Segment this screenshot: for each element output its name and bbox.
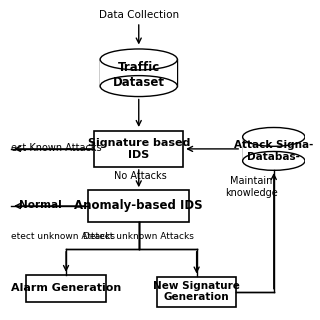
Text: ect Known Attacks: ect Known Attacks <box>11 143 102 153</box>
Polygon shape <box>100 60 177 86</box>
Polygon shape <box>243 137 305 161</box>
FancyBboxPatch shape <box>157 276 236 307</box>
Text: New Signature
Generation: New Signature Generation <box>153 281 240 302</box>
Ellipse shape <box>243 127 305 146</box>
Text: Data Collection: Data Collection <box>99 10 179 20</box>
Text: No Attacks: No Attacks <box>114 172 166 181</box>
Text: Normal: Normal <box>20 200 62 210</box>
Text: etect unknown Attacks: etect unknown Attacks <box>11 232 115 241</box>
Text: Attack Signa-
Databas-: Attack Signa- Databas- <box>234 140 314 162</box>
Ellipse shape <box>100 76 177 97</box>
Text: Alarm Generation: Alarm Generation <box>11 284 121 293</box>
FancyBboxPatch shape <box>88 190 189 222</box>
Text: Traffic
Dataset: Traffic Dataset <box>113 61 165 89</box>
Text: Maintain
knowledge: Maintain knowledge <box>225 176 278 198</box>
Ellipse shape <box>100 49 177 70</box>
FancyBboxPatch shape <box>94 131 183 167</box>
Text: Detect unknown Attacks: Detect unknown Attacks <box>83 232 194 241</box>
Text: Anomaly-based IDS: Anomaly-based IDS <box>75 199 203 212</box>
FancyBboxPatch shape <box>26 275 106 302</box>
Text: Signature based
IDS: Signature based IDS <box>88 138 190 160</box>
Ellipse shape <box>243 151 305 170</box>
